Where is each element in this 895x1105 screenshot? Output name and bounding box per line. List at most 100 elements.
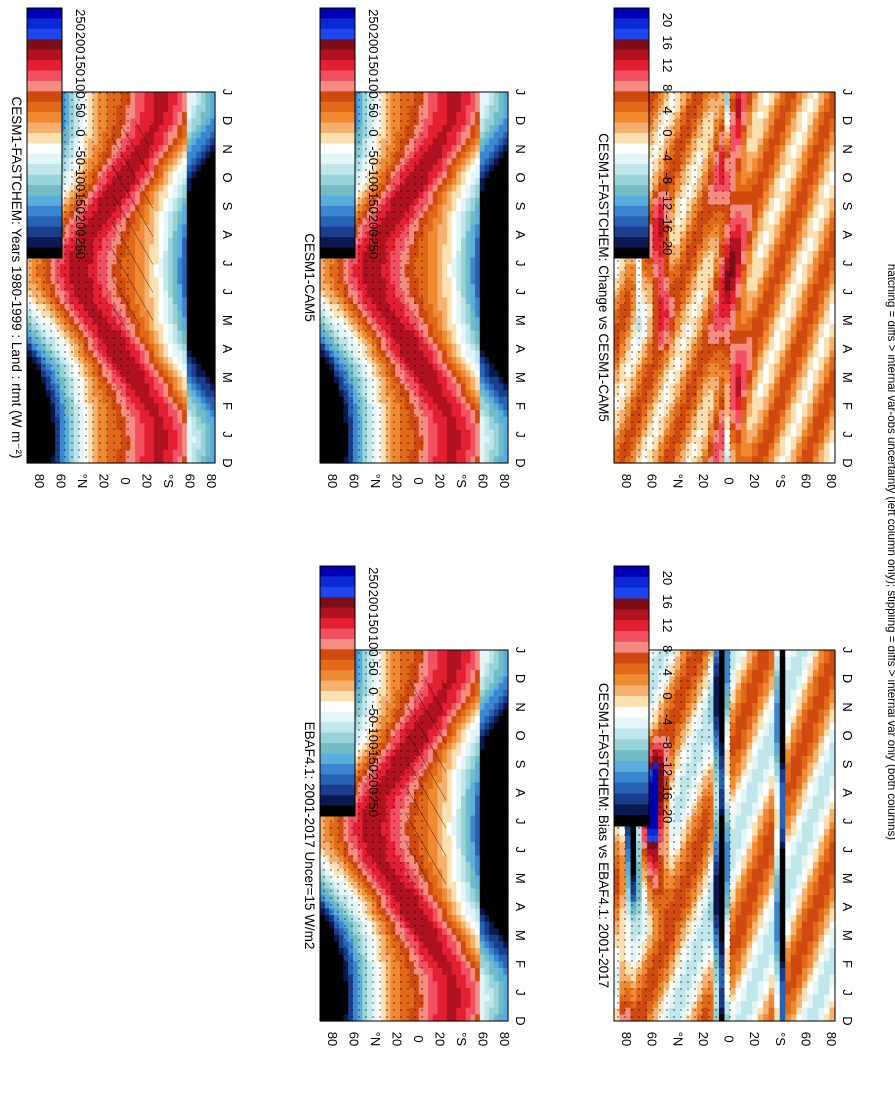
heat-cell (479, 217, 486, 226)
heat-cell (493, 423, 500, 431)
heat-cell (475, 131, 481, 139)
heat-cell (163, 297, 169, 305)
heat-cell (470, 390, 476, 398)
heat-cell (172, 131, 178, 139)
heat-cell (423, 257, 429, 265)
heat-cell (144, 416, 150, 424)
heat-cell (144, 449, 150, 457)
heat-cell (503, 396, 509, 404)
heat-cell (456, 297, 462, 305)
heat-cell (205, 158, 211, 166)
heat-cell (428, 105, 434, 113)
heat-cell (498, 436, 504, 444)
heat-cell (205, 456, 211, 464)
heat-cell (498, 237, 504, 245)
heat-cell (475, 98, 481, 106)
panel-title: CESM1-CAM5 (302, 233, 317, 322)
heat-cell (475, 105, 481, 113)
heat-cell (130, 105, 136, 113)
heat-cell (196, 125, 202, 133)
heat-cell (442, 105, 448, 113)
heat-cell (461, 416, 467, 424)
heat-cell (432, 204, 439, 212)
heat-cell (437, 277, 443, 285)
heat-cell (479, 224, 486, 232)
heat-cell (465, 217, 471, 226)
heat-cell (196, 277, 202, 285)
heat-cell (177, 443, 183, 451)
heat-cell (470, 270, 476, 279)
colorbar-swatch (27, 133, 62, 144)
heat-cell (456, 304, 462, 312)
heat-cell (475, 178, 481, 186)
heat-cell (186, 390, 193, 398)
heat-cell (210, 111, 216, 120)
heat-cell (470, 449, 476, 457)
heat-cell (442, 224, 448, 232)
heat-cell (465, 383, 471, 391)
heat-cell (191, 92, 197, 100)
heat-cell (135, 416, 141, 424)
heat-cell (484, 178, 490, 186)
heat-cell (172, 171, 178, 179)
heat-cell (489, 350, 495, 358)
heat-cell (465, 125, 471, 133)
heat-cell (158, 317, 164, 325)
heat-cell (451, 125, 457, 133)
heat-cell (451, 131, 457, 139)
heat-cell (503, 251, 509, 259)
heat-cell (498, 337, 504, 345)
heat-cell (428, 390, 434, 398)
heat-cell (205, 290, 211, 298)
heat-cell (498, 211, 504, 219)
heat-cell (479, 383, 486, 391)
heat-cell (446, 171, 453, 179)
heat-cell (182, 270, 188, 279)
heat-cell (196, 184, 202, 192)
heat-cell (191, 118, 197, 126)
heat-cell (489, 184, 495, 192)
heat-cell (451, 264, 457, 272)
heat-cell (139, 323, 146, 332)
heat-cell (423, 310, 429, 318)
heat-cell (423, 244, 429, 252)
heat-cell (172, 396, 178, 404)
heat-cell (186, 436, 193, 444)
heat-cell (158, 337, 164, 345)
heat-cell (200, 290, 207, 298)
colorbar-swatch (320, 39, 355, 51)
heat-cell (489, 284, 495, 292)
heat-cell (196, 231, 202, 239)
heat-cell (210, 151, 216, 159)
heat-cell (172, 343, 178, 351)
heat-cell (210, 125, 216, 133)
heat-cell (196, 330, 202, 338)
heat-cell (428, 396, 434, 404)
heat-cell (461, 403, 467, 411)
heat-cell (446, 323, 453, 332)
heat-cell (186, 350, 193, 358)
heat-cell (442, 270, 448, 279)
heat-cell (437, 237, 443, 245)
heat-cell (461, 198, 467, 206)
heat-cell (191, 138, 197, 146)
heat-cell (158, 158, 164, 166)
heat-cell (451, 158, 457, 166)
heat-cell (465, 403, 471, 411)
heat-cell (493, 370, 500, 378)
heat-cell (465, 211, 471, 219)
heat-cell (177, 111, 183, 120)
heat-cell (470, 131, 476, 139)
heat-cell (168, 204, 174, 212)
heat-cell (503, 284, 509, 292)
heat-cell (465, 231, 471, 239)
heat-cell (446, 131, 453, 139)
heat-cell (489, 138, 495, 146)
heat-cell (186, 337, 193, 345)
heat-cell (210, 244, 216, 252)
heat-cell (461, 257, 467, 265)
heat-cell (437, 304, 443, 312)
heat-cell (470, 111, 476, 120)
heat-cell (442, 231, 448, 239)
heat-cell (456, 171, 462, 179)
